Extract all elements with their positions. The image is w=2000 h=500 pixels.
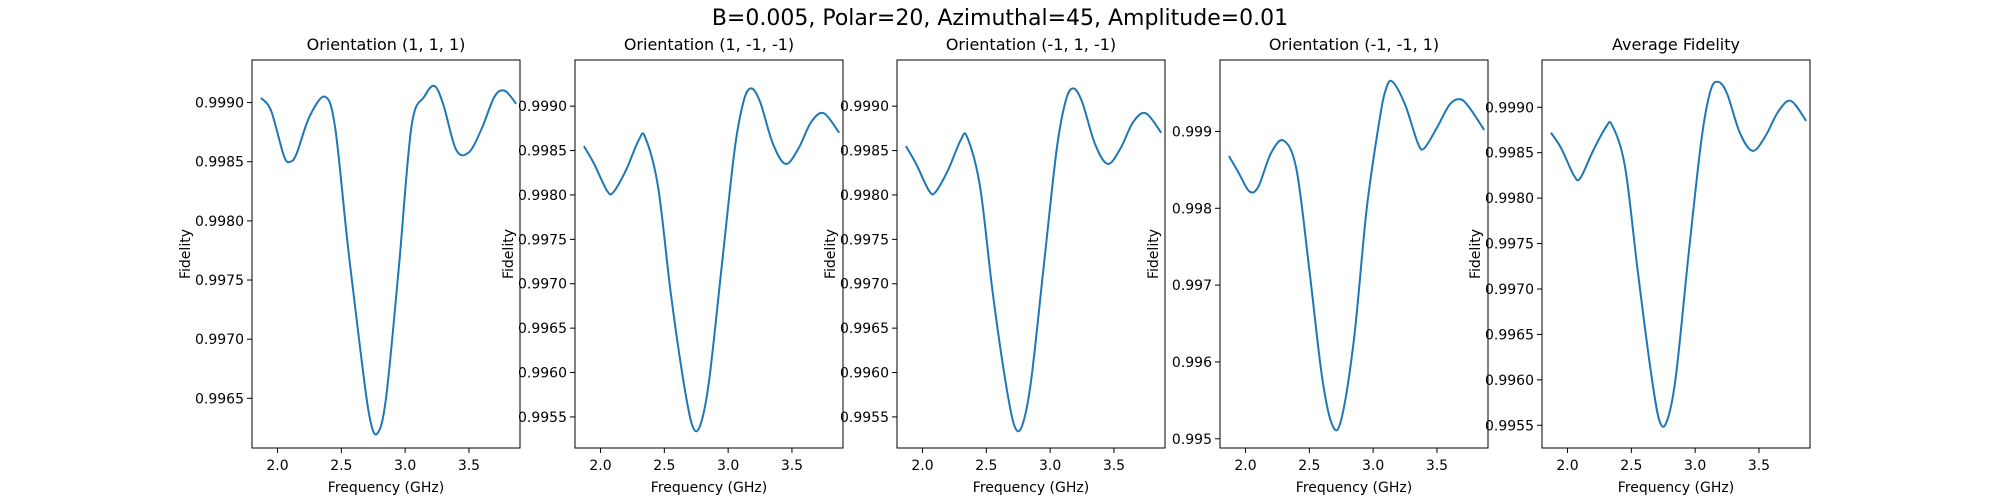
x-tick-label: 3.0 — [394, 458, 416, 474]
y-axis-label: Fidelity — [823, 229, 839, 279]
x-tick-label: 2.0 — [1234, 458, 1256, 474]
x-tick-label: 2.5 — [1298, 458, 1320, 474]
axes-frame — [251, 59, 521, 449]
fidelity-line — [583, 87, 840, 433]
y-tick-label: 0.9975 — [518, 232, 567, 248]
subplot-5: Average Fidelity 2.0 2.5 3.0 3.5 0.9955 0.9960… — [1468, 35, 1811, 496]
x-tick-label: 3.5 — [781, 458, 803, 474]
subplot-2: Orientation (1, -1, -1) 2.0 2.5 3.0 3.5 0.995… — [501, 35, 844, 496]
y-tick-label: 0.9955 — [1485, 418, 1534, 434]
y-tick-label: 0.9970 — [840, 277, 889, 293]
x-tick-label: 2.5 — [330, 458, 352, 474]
fidelity-line — [1550, 80, 1807, 428]
y-tick-label: 0.9960 — [840, 366, 889, 382]
x-axis-label: Frequency (GHz) — [1618, 480, 1734, 496]
axes-frame — [1541, 59, 1811, 449]
x-tick-label: 2.5 — [653, 458, 675, 474]
y-tick-label: 0.9980 — [518, 188, 567, 204]
figure-suptitle: B=0.005, Polar=20, Azimuthal=45, Amplitu… — [711, 6, 1289, 31]
y-tick-label: 0.9970 — [195, 332, 244, 348]
y-axis-label: Fidelity — [1146, 229, 1162, 279]
x-tick-label: 2.0 — [911, 458, 933, 474]
axes-frame — [1219, 59, 1489, 449]
y-tick-label: 0.999 — [1172, 124, 1212, 140]
y-axis-label: Fidelity — [501, 229, 517, 279]
x-tick-label: 3.0 — [1684, 458, 1706, 474]
x-tick-label: 2.0 — [589, 458, 611, 474]
y-axis-label: Fidelity — [178, 229, 194, 279]
x-axis-label: Frequency (GHz) — [328, 480, 444, 496]
x-tick-label: 2.5 — [975, 458, 997, 474]
y-tick-label: 0.9990 — [840, 99, 889, 115]
y-tick-label: 0.9965 — [840, 321, 889, 337]
y-tick-label: 0.9990 — [1485, 100, 1534, 116]
subplot-title: Orientation (-1, -1, 1) — [1269, 35, 1439, 54]
x-tick-label: 3.0 — [717, 458, 739, 474]
y-tick-label: 0.9975 — [840, 232, 889, 248]
axes-frame — [574, 59, 844, 449]
y-tick-label: 0.9970 — [518, 277, 567, 293]
x-tick-label: 2.0 — [1556, 458, 1578, 474]
y-tick-label: 0.9990 — [195, 96, 244, 112]
x-tick-label: 2.5 — [1620, 458, 1642, 474]
y-tick-label: 0.995 — [1172, 432, 1212, 448]
y-tick-label: 0.9960 — [518, 366, 567, 382]
y-tick-label: 0.9965 — [1485, 327, 1534, 343]
x-tick-label: 3.5 — [1426, 458, 1448, 474]
x-tick-label: 3.0 — [1362, 458, 1384, 474]
y-tick-label: 0.9985 — [1485, 146, 1534, 162]
subplot-3: Orientation (-1, 1, -1) 2.0 2.5 3.0 3.5 0.995… — [823, 35, 1166, 496]
fidelity-line — [260, 84, 517, 436]
x-axis-label: Frequency (GHz) — [651, 480, 767, 496]
y-tick-label: 0.9960 — [1485, 373, 1534, 389]
subplot-4: Orientation (-1, -1, 1) 2.0 2.5 3.0 3.5 0.995… — [1146, 35, 1489, 496]
y-tick-label: 0.9975 — [195, 273, 244, 289]
x-tick-label: 3.5 — [1748, 458, 1770, 474]
axes-frame — [896, 59, 1166, 449]
y-tick-label: 0.9985 — [840, 144, 889, 160]
y-tick-label: 0.9970 — [1485, 282, 1534, 298]
fidelity-line — [905, 87, 1162, 433]
subplot-title: Orientation (1, -1, -1) — [624, 35, 794, 54]
subplot-title: Orientation (1, 1, 1) — [307, 35, 466, 54]
y-axis-label: Fidelity — [1468, 229, 1484, 279]
fidelity-line — [1228, 79, 1486, 432]
y-tick-label: 0.9980 — [1485, 191, 1534, 207]
subplot-title: Orientation (-1, 1, -1) — [946, 35, 1116, 54]
x-tick-label: 2.0 — [266, 458, 288, 474]
x-axis-label: Frequency (GHz) — [973, 480, 1089, 496]
y-tick-label: 0.9965 — [518, 321, 567, 337]
y-tick-label: 0.996 — [1172, 355, 1212, 371]
y-tick-label: 0.9980 — [840, 188, 889, 204]
y-tick-label: 0.9965 — [195, 391, 244, 407]
y-tick-label: 0.997 — [1172, 278, 1212, 294]
y-tick-label: 0.9990 — [518, 99, 567, 115]
subplot-1: Orientation (1, 1, 1) 2.0 2.5 3.0 3.5 0.9965 0… — [178, 35, 521, 496]
subplot-title: Average Fidelity — [1612, 35, 1740, 54]
x-tick-label: 3.5 — [1103, 458, 1125, 474]
y-tick-label: 0.9985 — [195, 155, 244, 171]
x-tick-label: 3.0 — [1039, 458, 1061, 474]
x-axis-label: Frequency (GHz) — [1296, 480, 1412, 496]
y-tick-label: 0.9955 — [840, 410, 889, 426]
x-tick-label: 3.5 — [458, 458, 480, 474]
y-tick-label: 0.9985 — [518, 144, 567, 160]
y-tick-label: 0.998 — [1172, 201, 1212, 217]
y-tick-label: 0.9980 — [195, 214, 244, 230]
y-tick-label: 0.9955 — [518, 410, 567, 426]
y-tick-label: 0.9975 — [1485, 237, 1534, 253]
